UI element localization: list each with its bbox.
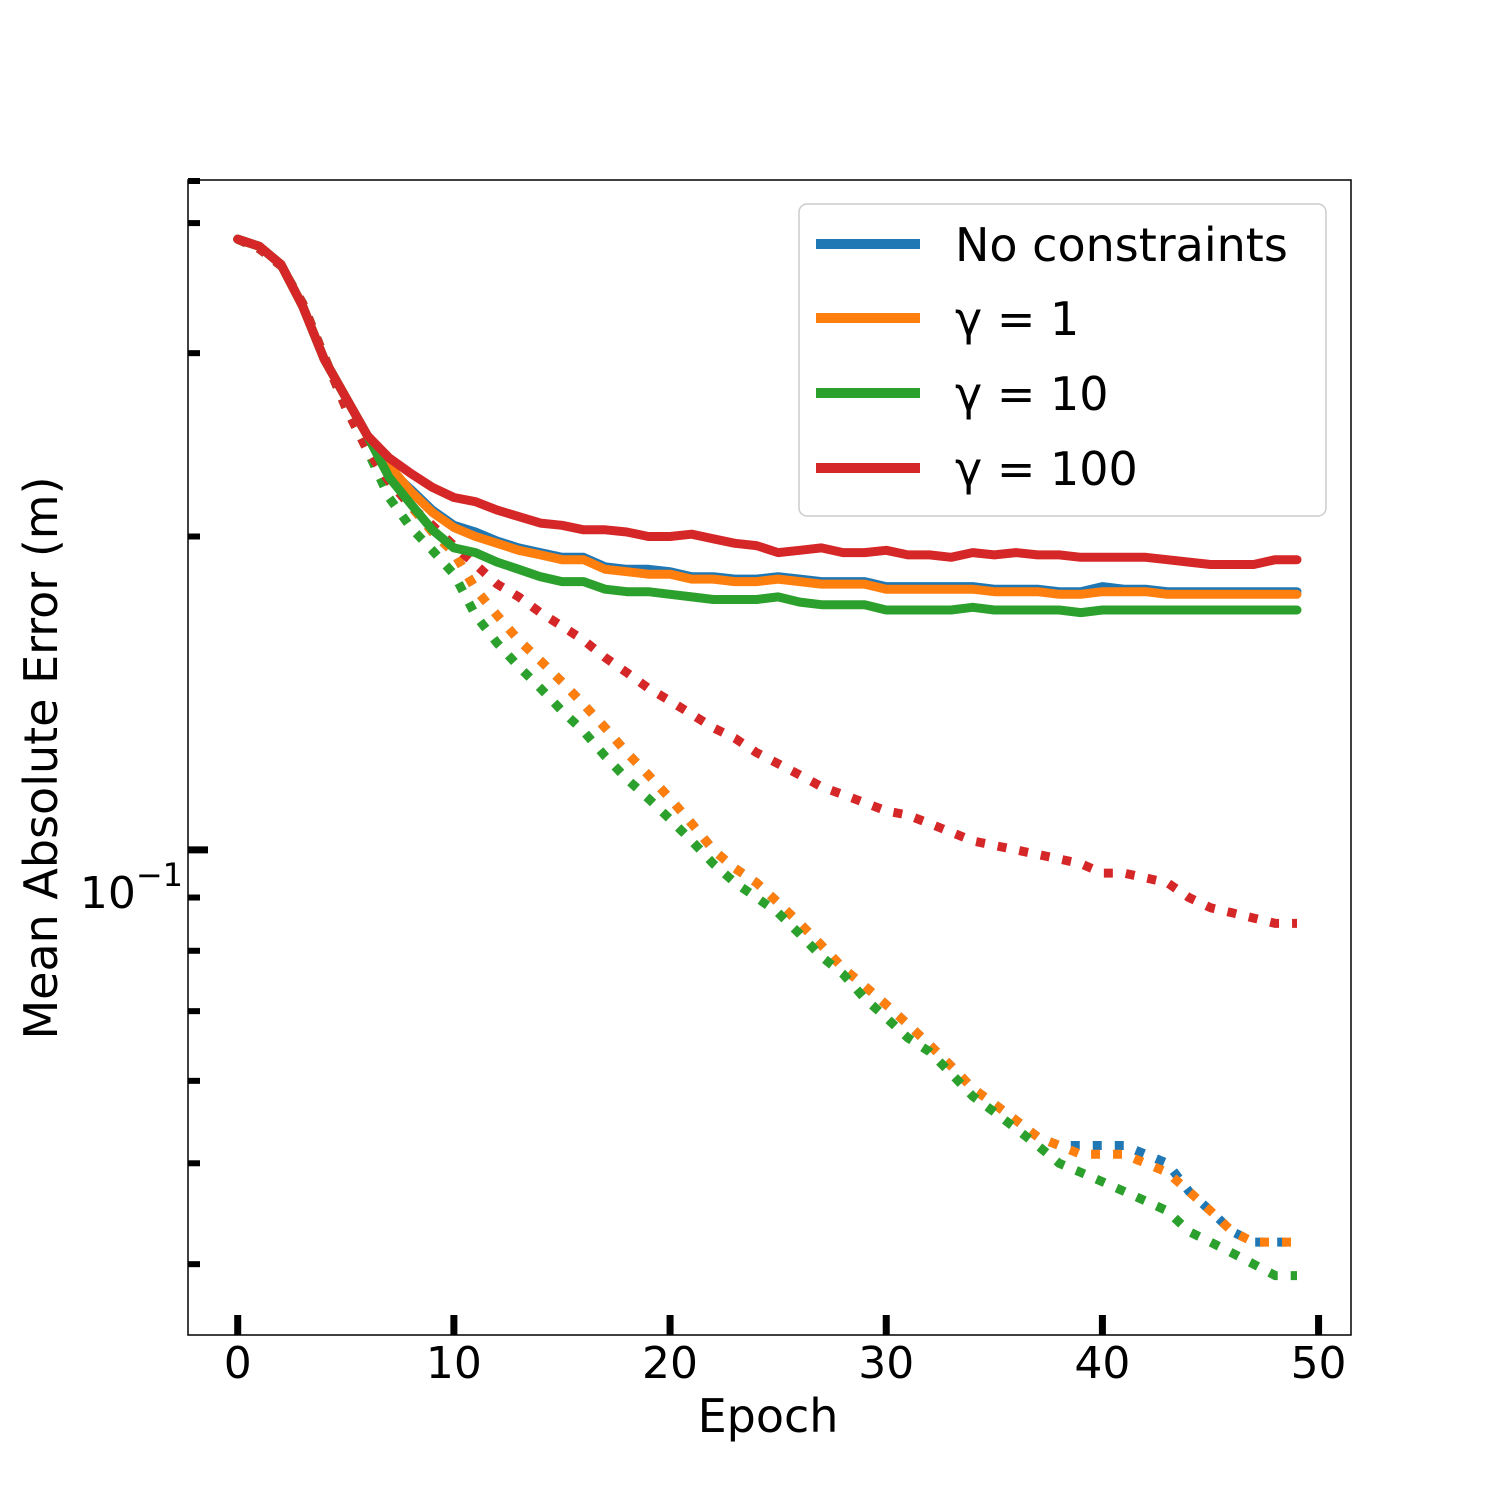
x-tick-label-1: 10 <box>426 1338 482 1389</box>
legend-box <box>798 203 1327 517</box>
x-tick-label-3: 30 <box>858 1338 914 1389</box>
legend-label-4: γ = 100 <box>955 442 1138 496</box>
series-line-2 <box>233 234 1302 599</box>
y-tick-base: 10 <box>80 868 136 919</box>
plot-frame <box>187 179 1352 1336</box>
y-axis-label: Mean Absolute Error (m) <box>14 476 68 1039</box>
x-tick-label-5: 50 <box>1291 1338 1347 1389</box>
y-tick-exponent: −1 <box>136 856 183 894</box>
legend: No constraints γ = 1 γ = 10 γ = 100 <box>798 203 1327 517</box>
tick-layer: 0 10 20 30 40 50 <box>188 178 1347 1389</box>
series-line-4 <box>233 234 1302 569</box>
series-layer <box>233 234 1302 1281</box>
y-major-tick-label: 10−1 <box>80 856 183 919</box>
svg-text:10−1: 10−1 <box>80 856 183 919</box>
x-tick-label-0: 0 <box>224 1338 252 1389</box>
series-line-7 <box>235 235 1297 1281</box>
x-tick-label-2: 20 <box>642 1338 698 1389</box>
x-axis-label: Epoch <box>698 1389 839 1443</box>
x-tick-label-4: 40 <box>1074 1338 1130 1389</box>
legend-label-1: No constraints <box>955 218 1288 272</box>
legend-label-2: γ = 1 <box>955 292 1079 346</box>
series-line-3 <box>233 234 1302 618</box>
legend-label-3: γ = 10 <box>955 367 1109 421</box>
